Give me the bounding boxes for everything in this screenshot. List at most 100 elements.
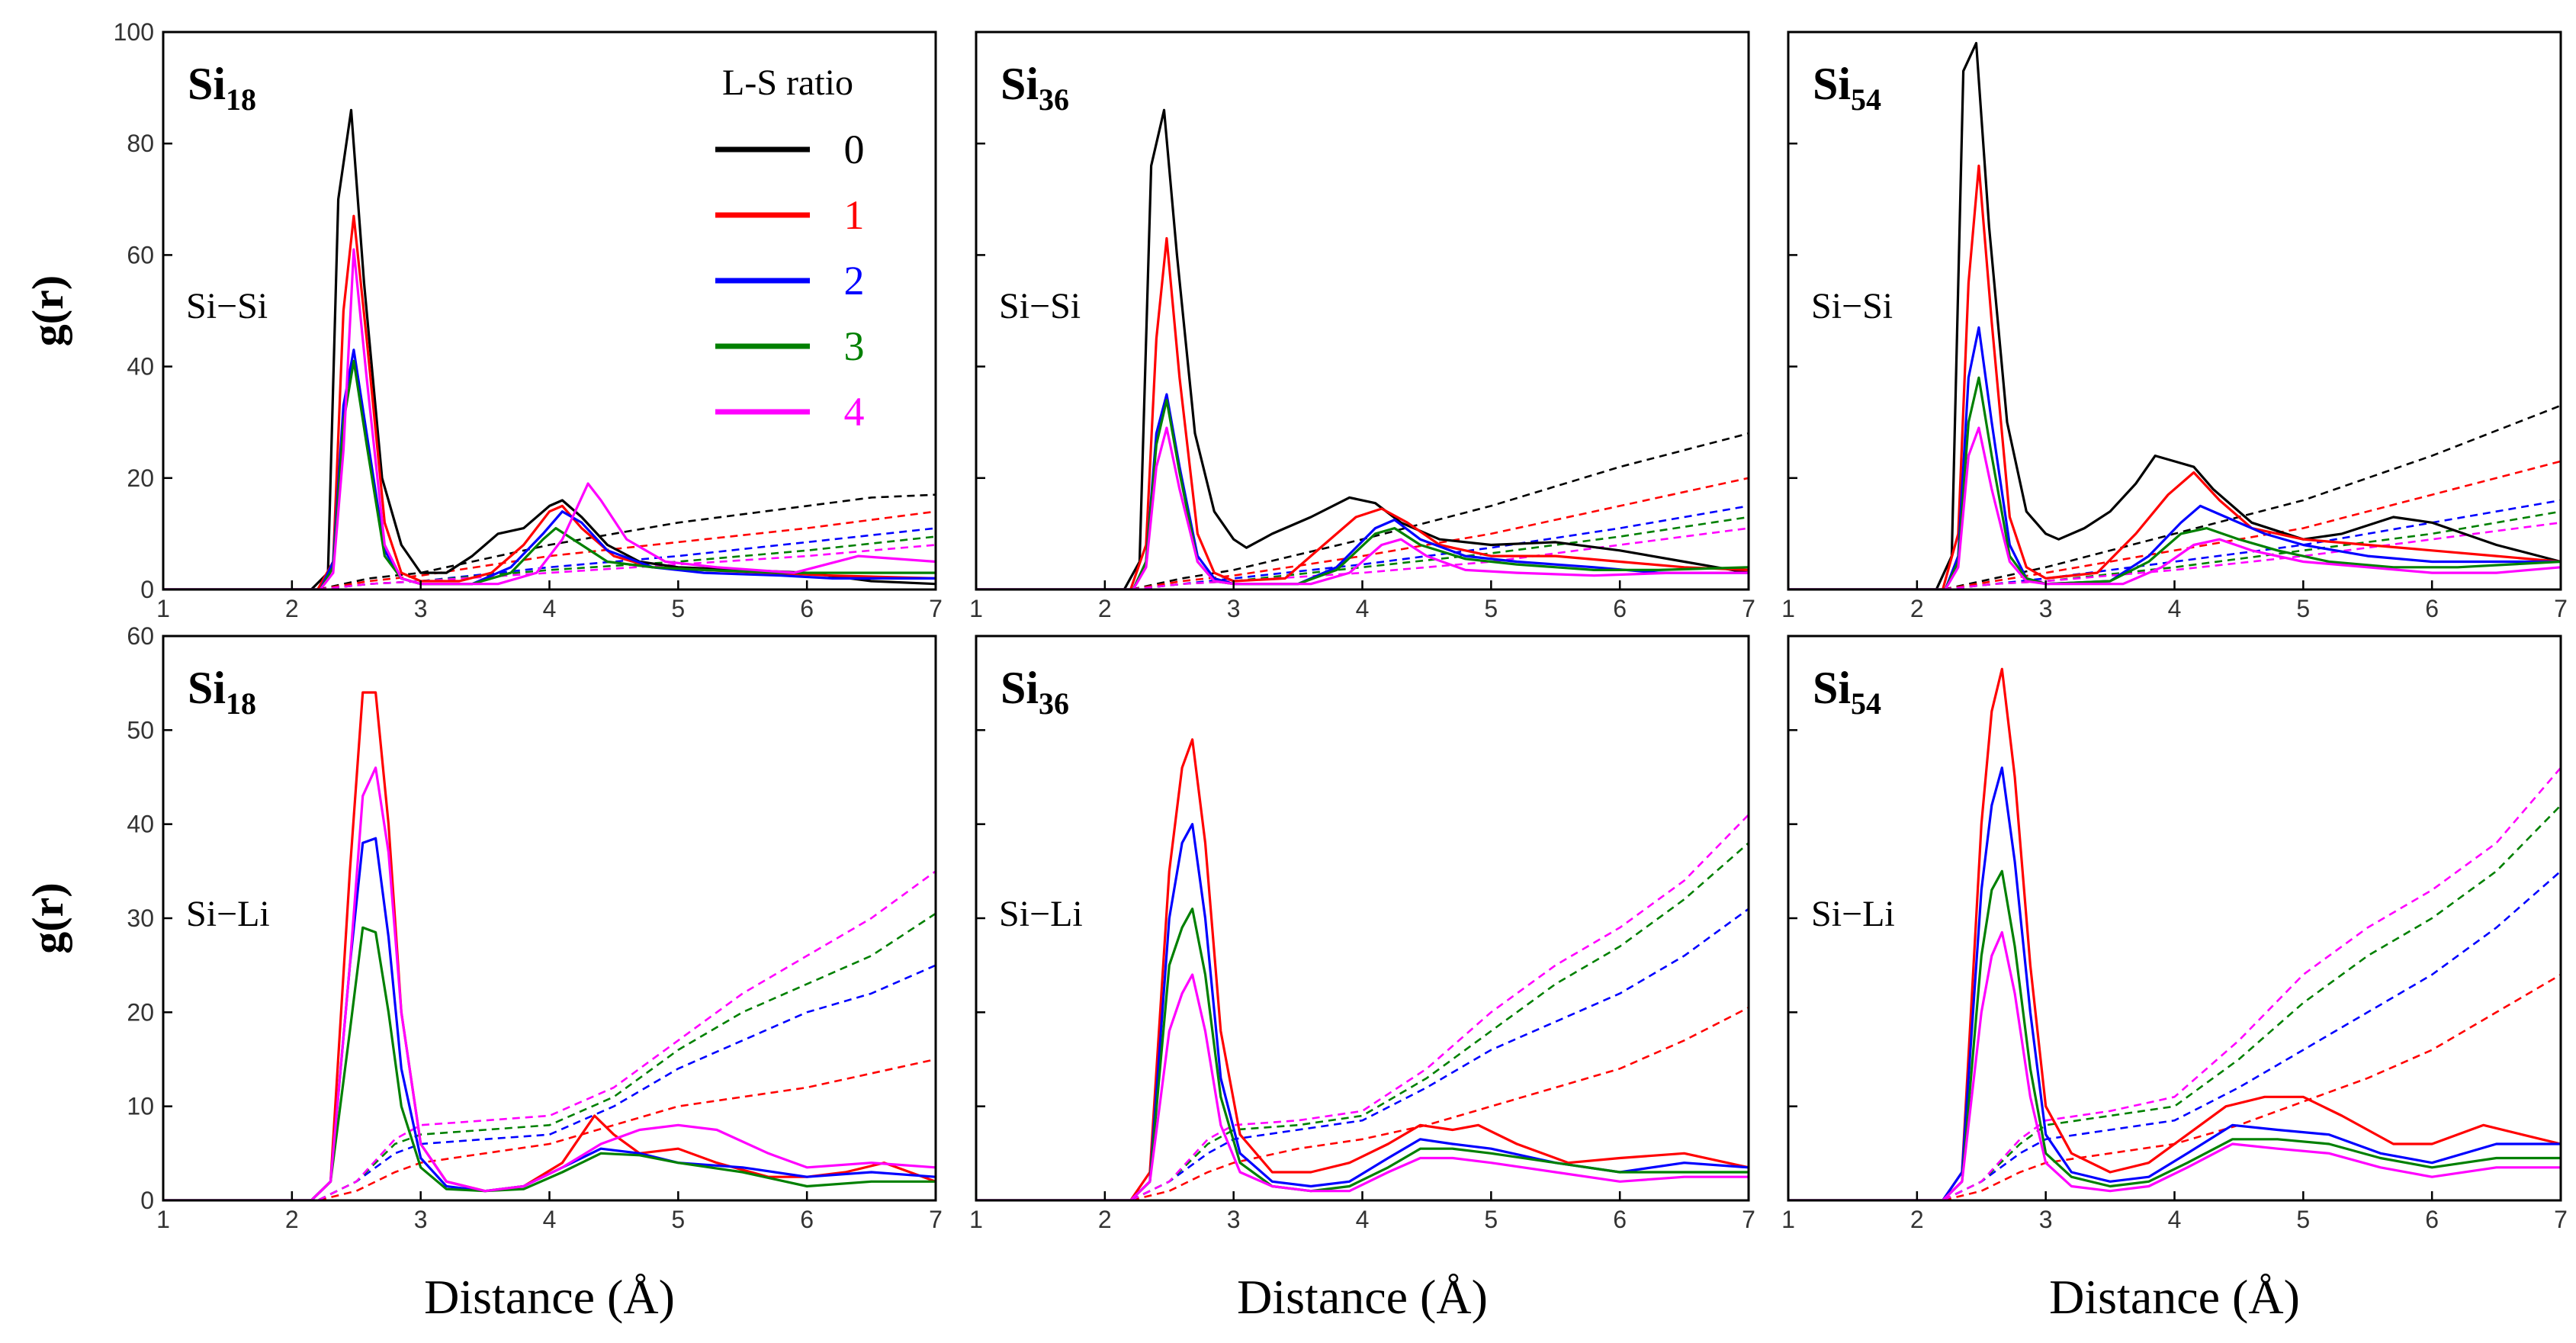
x-tick-label: 7 — [929, 595, 943, 622]
x-tick-label: 1 — [156, 1206, 170, 1233]
x-tick-label: 6 — [2425, 595, 2439, 622]
series-line-ls2-solid — [1788, 766, 2561, 1200]
x-tick-label: 6 — [1613, 1206, 1627, 1233]
series-line-ls1-solid — [1788, 667, 2561, 1200]
panel-title-subscript: 54 — [1851, 686, 1881, 721]
x-tick-label: 2 — [1098, 1206, 1112, 1233]
series-line-ls2-dashed — [1788, 499, 2561, 590]
panel-title-subscript: 54 — [1851, 82, 1881, 117]
legend-label-3: 3 — [844, 323, 865, 369]
series-line-ls1-solid — [976, 236, 1749, 590]
x-tick-label: 3 — [1227, 1206, 1241, 1233]
x-tick-label: 6 — [2425, 1206, 2439, 1233]
series-line-ls1-dashed — [163, 1058, 936, 1200]
series-line-ls1-dashed — [976, 1007, 1749, 1200]
y-tick-label: 20 — [127, 464, 154, 492]
series-line-ls4-dashed — [976, 527, 1749, 590]
series-group — [1788, 667, 2561, 1200]
x-tick-label: 1 — [1781, 595, 1795, 622]
x-tick-label: 2 — [1910, 1206, 1924, 1233]
x-tick-label: 5 — [1484, 595, 1498, 622]
pair-label: Si−Li — [999, 894, 1083, 934]
x-tick-label: 4 — [543, 595, 557, 622]
series-line-ls3-solid — [1788, 869, 2561, 1200]
x-tick-label: 5 — [2296, 595, 2310, 622]
x-tick-label: 3 — [1227, 595, 1241, 622]
series-line-ls2-solid — [163, 837, 936, 1200]
series-line-ls4-solid — [976, 426, 1749, 590]
series-line-ls1-solid — [1788, 164, 2561, 590]
series-line-ls0-solid — [1788, 42, 2561, 590]
series-line-ls4-solid — [163, 766, 936, 1200]
series-group — [163, 108, 936, 590]
y-tick-label: 40 — [127, 353, 154, 381]
x-tick-label: 4 — [2168, 595, 2182, 622]
x-tick-label: 7 — [1742, 595, 1755, 622]
y-tick-label: 20 — [127, 998, 154, 1026]
series-line-ls1-dashed — [976, 477, 1749, 590]
x-tick-label: 7 — [2554, 1206, 2568, 1233]
series-line-ls4-solid — [1788, 426, 2561, 590]
series-line-ls2-dashed — [976, 505, 1749, 590]
plot-frame — [975, 31, 1750, 591]
x-tick-label: 1 — [969, 595, 983, 622]
panel-title: Si54 — [1813, 59, 1881, 117]
series-line-ls4-dashed — [1788, 522, 2561, 590]
y-tick-label: 50 — [127, 716, 154, 744]
pair-label: Si−Si — [186, 286, 268, 326]
y-tick-label: 40 — [127, 811, 154, 838]
series-line-ls1-solid — [976, 738, 1749, 1200]
x-tick-label: 7 — [2554, 595, 2568, 622]
x-tick-label: 5 — [2296, 1206, 2310, 1233]
series-group — [976, 738, 1749, 1200]
y-axis-label-row-1: g(r) — [23, 275, 72, 346]
y-tick-label: 0 — [140, 1187, 154, 1214]
series-line-ls4-solid — [976, 973, 1749, 1200]
pair-label: Si−Si — [999, 286, 1081, 326]
x-tick-label: 4 — [1356, 1206, 1370, 1233]
x-tick-label: 7 — [929, 1206, 943, 1233]
x-axis-label: Distance (Å) — [2049, 1270, 2300, 1324]
x-tick-label: 3 — [414, 1206, 428, 1233]
series-line-ls2-dashed — [163, 964, 936, 1200]
series-line-ls4-solid — [163, 248, 936, 590]
legend-label-4: 4 — [844, 389, 865, 435]
panel-2-2: 1 2 3 4 5 6 7 Distance (Å) Si36 Si−Li — [969, 635, 1755, 1324]
x-tick-label: 1 — [156, 595, 170, 622]
series-line-ls0-solid — [976, 108, 1749, 590]
series-line-ls3-dashed — [1788, 805, 2561, 1200]
series-line-ls2-dashed — [163, 527, 936, 590]
panel-title: Si18 — [188, 663, 256, 721]
panel-title-main: Si — [1813, 663, 1851, 713]
pair-label: Si−Li — [186, 894, 270, 934]
pair-label: Si−Si — [1811, 286, 1893, 326]
panel-title-subscript: 18 — [226, 686, 256, 721]
panel-title-subscript: 36 — [1039, 686, 1069, 721]
x-tick-label: 2 — [285, 595, 299, 622]
series-line-ls3-solid — [1788, 376, 2561, 590]
series-line-ls0-dashed — [1788, 404, 2561, 590]
y-tick-label: 30 — [127, 904, 154, 932]
x-tick-label: 4 — [1356, 595, 1370, 622]
panel-2-3: 1 2 3 4 5 6 7 Distance (Å) Si54 Si−Li — [1781, 635, 2568, 1324]
series-line-ls3-dashed — [976, 842, 1749, 1200]
x-axis-label: Distance (Å) — [424, 1270, 675, 1324]
panel-title-subscript: 18 — [226, 82, 256, 117]
series-group — [163, 691, 936, 1200]
x-tick-label: 7 — [1742, 1206, 1755, 1233]
series-group — [976, 108, 1749, 590]
x-tick-label: 5 — [671, 595, 685, 622]
panel-title-main: Si — [188, 663, 226, 713]
series-group — [1788, 42, 2561, 590]
panel-2-1: 1 2 3 4 5 6 7 0 10 20 30 40 50 60 Distance (Å) Si18 Si−L… — [127, 622, 942, 1324]
legend: L-S ratio 0 1 2 3 4 — [715, 63, 865, 435]
x-tick-label: 1 — [969, 1206, 983, 1233]
series-line-ls0-solid — [163, 108, 936, 590]
plot-frame — [1787, 635, 2562, 1202]
series-line-ls3-solid — [163, 926, 936, 1200]
x-tick-label: 4 — [543, 1206, 557, 1233]
y-tick-label: 0 — [140, 576, 154, 603]
series-line-ls4-solid — [1788, 930, 2561, 1200]
series-line-ls2-dashed — [1788, 870, 2561, 1200]
